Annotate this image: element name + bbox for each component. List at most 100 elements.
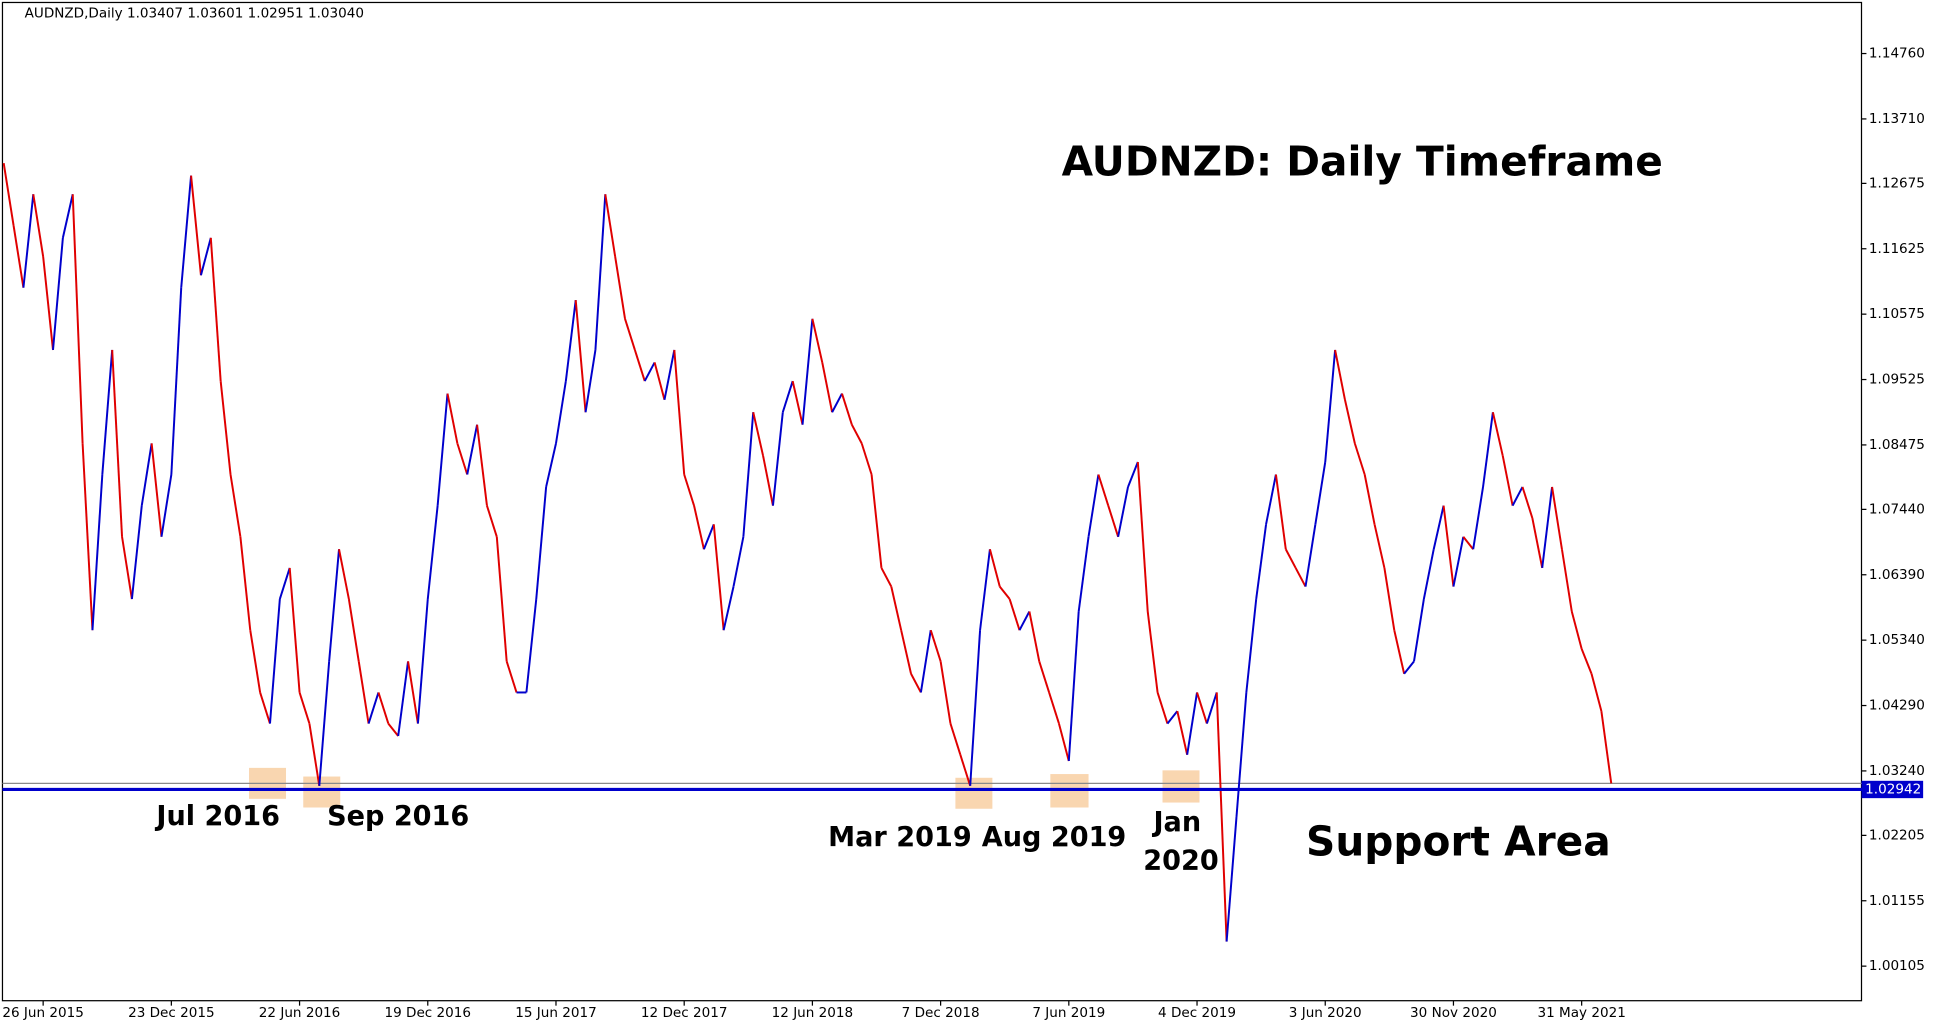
price-segment [1393, 629, 1406, 674]
price-segment [604, 194, 617, 257]
y-tick-label: 1.08475 [1869, 437, 1925, 453]
y-tick-label: 1.06390 [1869, 567, 1925, 583]
price-segment [357, 661, 370, 724]
price-segment [643, 361, 656, 382]
price-segment [624, 318, 636, 351]
price-segment [1403, 660, 1415, 675]
price-segment [1255, 524, 1268, 600]
price-segment [771, 412, 784, 506]
price-segment [1077, 536, 1090, 612]
price-segment [1038, 661, 1051, 693]
price-segment [535, 486, 548, 600]
price-segment [1511, 486, 1524, 507]
headline: AUDNZD: Daily Timeframe [1062, 138, 1663, 186]
price-segment [673, 349, 686, 475]
price-segment [1235, 692, 1248, 818]
price-segment [949, 723, 962, 756]
price-segment [1373, 524, 1386, 569]
price-segment [1551, 486, 1563, 550]
price-segment [1491, 412, 1504, 457]
x-tick-label: 3 Jun 2020 [1289, 1005, 1362, 1021]
price-segment [1245, 598, 1258, 693]
price-segment [564, 300, 577, 382]
price-segment [900, 629, 912, 674]
x-tick-label: 12 Dec 2017 [641, 1005, 728, 1021]
price-segment [288, 567, 301, 693]
x-tick-label: 19 Dec 2016 [385, 1005, 472, 1021]
price-segment [831, 393, 843, 413]
price-segment [752, 412, 765, 457]
price-segment [1136, 461, 1149, 612]
price-segment [338, 549, 350, 600]
price-segment [1560, 549, 1573, 612]
price-segment [308, 723, 321, 787]
price-segment [1008, 598, 1021, 631]
price-segment [663, 349, 676, 400]
x-tick-label: 7 Jun 2019 [1032, 1005, 1105, 1021]
price-segment [969, 630, 982, 786]
price-segment [850, 424, 863, 444]
y-tick-label: 1.10575 [1869, 306, 1925, 322]
price-segment [91, 474, 104, 631]
price-segment [1482, 412, 1494, 488]
price-segment [703, 523, 715, 550]
price-segment [239, 536, 252, 631]
price-segment [1087, 474, 1100, 537]
price-segment [1363, 474, 1376, 525]
price-segment [416, 598, 429, 724]
y-tick-label: 1.13710 [1869, 111, 1925, 127]
price-segment [1501, 455, 1514, 506]
price-segment [525, 598, 538, 693]
price-segment [1334, 349, 1346, 400]
x-tick-label: 7 Dec 2018 [902, 1005, 980, 1021]
price-segment [170, 287, 183, 475]
price-segment [160, 474, 173, 537]
price-segment [22, 194, 35, 288]
price-segment [791, 380, 804, 425]
price-segment [1294, 567, 1307, 588]
y-tick-label: 1.02205 [1869, 827, 1925, 843]
price-segment [101, 349, 114, 475]
price-segment [318, 661, 331, 786]
price-segment [880, 567, 893, 588]
price-segment [919, 630, 932, 693]
support-label: Support Area [1306, 818, 1611, 866]
price-segment [347, 598, 360, 662]
x-tick-label: 31 May 2021 [1537, 1005, 1625, 1021]
price-segment [12, 225, 25, 288]
price-segment [693, 505, 705, 550]
x-tick-label: 12 Jun 2018 [772, 1005, 853, 1021]
price-segment [959, 754, 972, 787]
price-segment [929, 629, 942, 662]
price-segment [841, 393, 853, 425]
price-segment [209, 237, 222, 382]
highlight-box [303, 776, 341, 808]
price-segment [1018, 611, 1031, 631]
price-segment [821, 362, 834, 413]
price-segment [259, 692, 271, 724]
price-segment [1127, 461, 1139, 488]
x-tick-label: 15 Jun 2017 [515, 1005, 596, 1021]
price-segment [762, 455, 774, 506]
price-segment [377, 692, 390, 724]
price-segment [1058, 723, 1070, 762]
price-segment [781, 380, 794, 413]
price-segment [426, 505, 439, 600]
price-segment [298, 692, 311, 724]
price-segment [801, 318, 814, 425]
support-price-label: 1.02942 [1865, 781, 1921, 797]
y-tick-label: 1.01155 [1869, 893, 1925, 909]
price-segment [1117, 486, 1129, 537]
y-tick-label: 1.03240 [1869, 763, 1925, 779]
x-tick-label: 26 Jun 2015 [2, 1005, 83, 1021]
annotation: Mar 2019 [828, 822, 972, 853]
y-tick-label: 1.11625 [1869, 241, 1925, 257]
price-segment [1452, 536, 1465, 587]
price-segment [140, 443, 153, 506]
price-segment [683, 474, 695, 506]
price-segment [456, 443, 469, 475]
price-segment [397, 661, 410, 737]
price-segment [1196, 692, 1208, 724]
x-tick-label: 4 Dec 2019 [1158, 1005, 1236, 1021]
